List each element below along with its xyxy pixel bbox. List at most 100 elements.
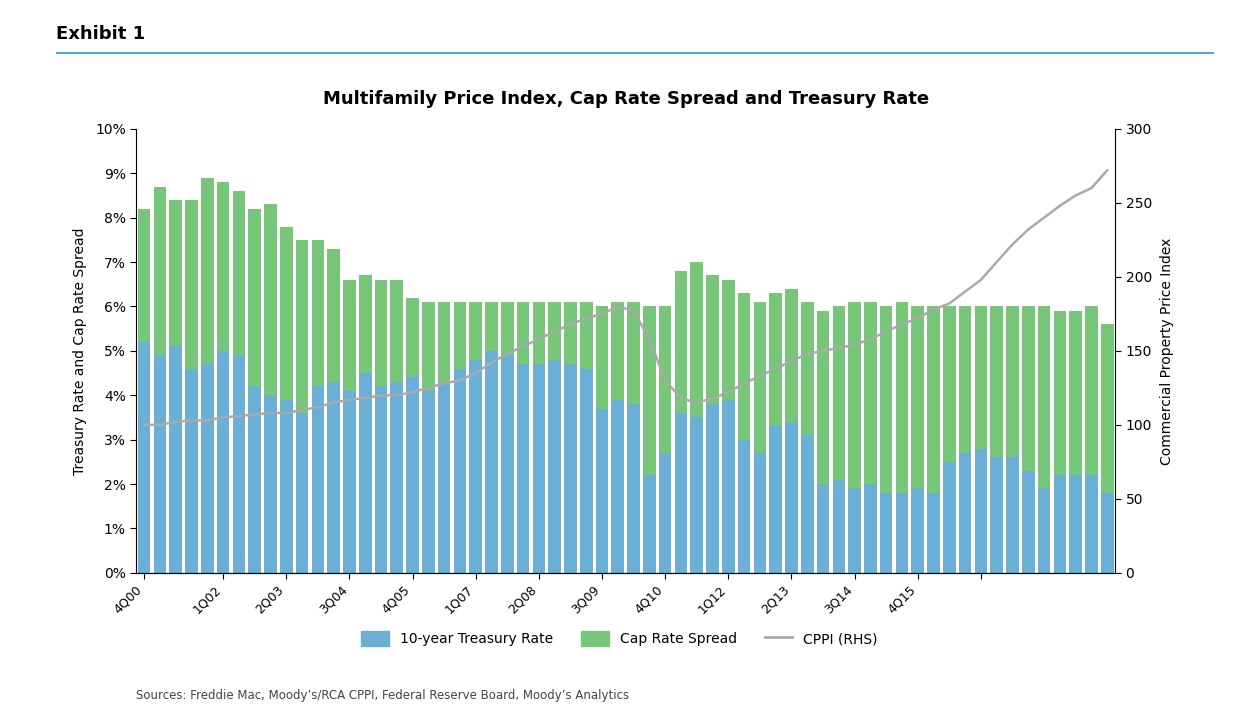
Bar (233, 191, 245, 355)
Bar (501, 302, 514, 355)
Y-axis label: Treasury Rate and Cap Rate Spread: Treasury Rate and Cap Rate Spread (73, 227, 87, 475)
Bar (722, 400, 735, 573)
Bar (706, 276, 719, 404)
Bar (675, 413, 688, 573)
Bar (690, 262, 703, 417)
Bar (990, 306, 1004, 458)
Title: Multifamily Price Index, Cap Rate Spread and Treasury Rate: Multifamily Price Index, Cap Rate Spread… (322, 90, 929, 108)
CPPI (RHS) (1100, 166, 1115, 175)
Bar (1085, 475, 1098, 573)
Bar (138, 209, 150, 342)
Bar (217, 351, 229, 573)
Bar (990, 458, 1004, 573)
Bar (1069, 311, 1082, 475)
Bar (264, 395, 276, 573)
Bar (849, 488, 861, 573)
Bar (1085, 306, 1098, 475)
Bar (549, 302, 561, 359)
Legend: 10-year Treasury Rate, Cap Rate Spread, CPPI (RHS): 10-year Treasury Rate, Cap Rate Spread, … (356, 626, 883, 652)
Bar (453, 369, 466, 573)
Bar (864, 302, 877, 484)
Bar (217, 182, 229, 351)
Bar (186, 200, 198, 369)
Bar (233, 355, 245, 573)
Bar (437, 302, 451, 382)
Bar (800, 435, 814, 573)
Bar (470, 359, 482, 573)
Bar (737, 440, 751, 573)
Bar (422, 302, 435, 391)
Bar (533, 302, 545, 364)
Bar (1006, 458, 1018, 573)
Bar (737, 293, 751, 440)
Bar (643, 475, 655, 573)
Y-axis label: Commercial Property Price Index: Commercial Property Price Index (1160, 237, 1175, 465)
Bar (406, 298, 419, 377)
Bar (769, 426, 782, 573)
Bar (817, 311, 829, 484)
Bar (722, 280, 735, 400)
Bar (627, 404, 639, 573)
Text: Sources: Freddie Mac, Moody’s/RCA CPPI, Federal Reserve Board, Moody’s Analytics: Sources: Freddie Mac, Moody’s/RCA CPPI, … (136, 689, 629, 702)
Bar (817, 484, 829, 573)
Bar (296, 413, 309, 573)
Bar (437, 382, 451, 573)
Bar (422, 391, 435, 573)
Bar (374, 280, 388, 387)
Bar (706, 404, 719, 573)
Bar (186, 369, 198, 573)
Bar (374, 387, 388, 573)
Bar (517, 364, 529, 573)
Bar (453, 302, 466, 369)
Bar (943, 306, 955, 462)
Bar (627, 302, 639, 404)
Bar (359, 373, 372, 573)
CPPI (RHS) (216, 413, 230, 422)
Bar (927, 306, 940, 493)
CPPI (RHS) (389, 391, 404, 400)
Bar (406, 377, 419, 573)
Bar (201, 178, 213, 364)
Bar (769, 293, 782, 426)
Bar (596, 306, 608, 409)
Bar (1038, 488, 1051, 573)
CPPI (RHS) (974, 276, 989, 284)
Bar (896, 493, 908, 573)
Bar (596, 409, 608, 573)
Bar (1101, 493, 1114, 573)
Bar (1022, 470, 1035, 573)
Bar (1006, 306, 1018, 458)
Bar (880, 493, 892, 573)
Bar (533, 364, 545, 573)
Bar (486, 351, 498, 573)
CPPI (RHS) (136, 420, 151, 429)
Bar (327, 382, 339, 573)
Bar (927, 493, 940, 573)
Bar (248, 209, 261, 387)
Bar (833, 306, 845, 480)
Bar (390, 382, 403, 573)
Bar (959, 453, 971, 573)
Bar (1053, 475, 1066, 573)
Bar (864, 484, 877, 573)
Bar (390, 280, 403, 382)
Bar (343, 391, 356, 573)
Bar (690, 417, 703, 573)
Bar (959, 306, 971, 453)
Bar (564, 302, 576, 364)
Bar (643, 306, 655, 475)
Bar (849, 302, 861, 488)
Bar (580, 302, 592, 369)
Bar (501, 355, 514, 573)
Bar (517, 302, 529, 364)
Bar (912, 488, 924, 573)
Bar (311, 240, 325, 387)
Bar (612, 302, 624, 400)
Bar (170, 347, 182, 573)
Bar (264, 204, 276, 395)
Bar (280, 226, 292, 400)
Bar (580, 369, 592, 573)
Bar (786, 289, 798, 422)
Bar (327, 248, 339, 382)
Bar (1022, 306, 1035, 470)
